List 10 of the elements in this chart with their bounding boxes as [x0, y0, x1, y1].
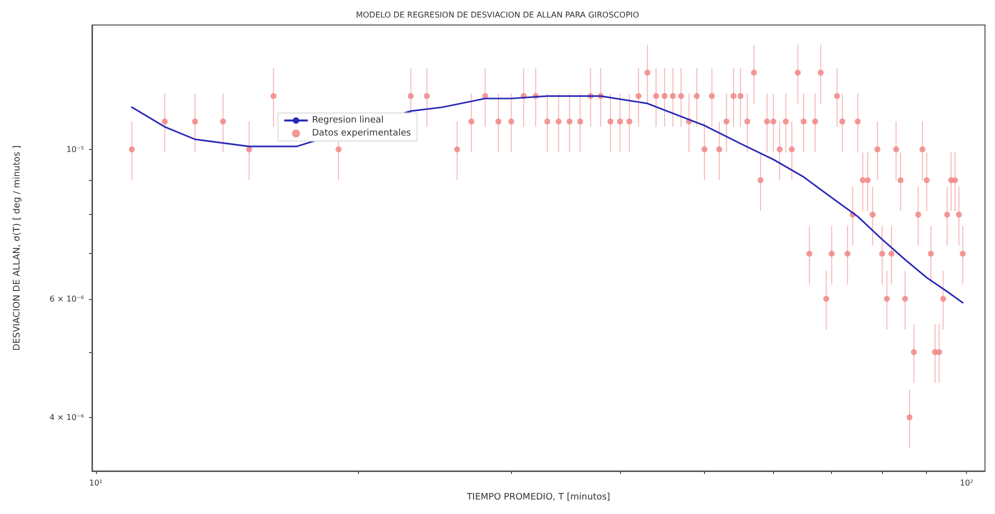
chart-title: MODELO DE REGRESION DE DESVIACION DE ALLAN PARA GIROSCOPIO — [356, 10, 640, 20]
x-axis-title: TIEMPO PROMEDIO, T [minutos] — [466, 492, 610, 502]
y-axis-title: DESVIACION DE ALLAN, σ(T) [ deg / minutos ] — [12, 145, 22, 351]
y-tick-label: 4 × 10⁻⁶ — [50, 412, 84, 422]
y-tick-label: 10⁻⁵ — [66, 144, 84, 154]
x-tick-label: 10² — [960, 478, 974, 488]
x-tick-label: 10¹ — [89, 478, 102, 488]
legend-label: Regresion lineal — [312, 116, 384, 126]
legend-label: Datos experimentales — [312, 128, 412, 138]
y-tick-label: 6 × 10⁻⁶ — [50, 294, 84, 304]
